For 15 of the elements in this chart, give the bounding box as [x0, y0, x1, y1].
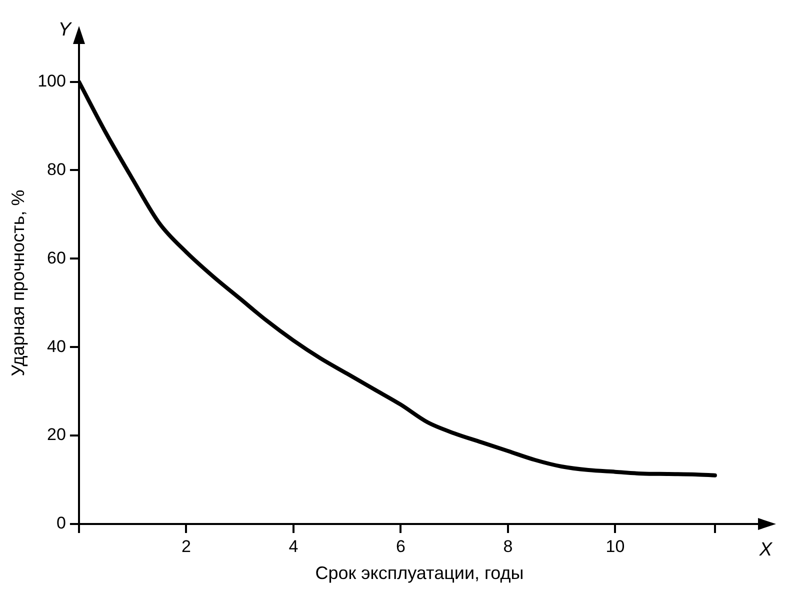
x-tick-label: 2 [181, 536, 191, 556]
x-tick-label: 6 [396, 536, 406, 556]
x-tick-label: 8 [503, 536, 513, 556]
y-tick-label: 60 [47, 248, 66, 268]
text: Y [58, 19, 72, 40]
y-tick-label: 40 [47, 336, 66, 356]
x-axis-title: Срок эксплуатации, годы [315, 563, 524, 584]
y-tick-label: 100 [38, 71, 66, 90]
x-tick-label: 10 [606, 536, 625, 556]
y-tick-label: 20 [47, 425, 66, 444]
x-tick-label: 4 [288, 536, 298, 556]
y-tick-label: 0 [56, 514, 66, 533]
y-axis-title: Ударная прочность, % [8, 190, 28, 376]
y-tick-label: 80 [47, 160, 66, 179]
text: X [758, 539, 774, 560]
